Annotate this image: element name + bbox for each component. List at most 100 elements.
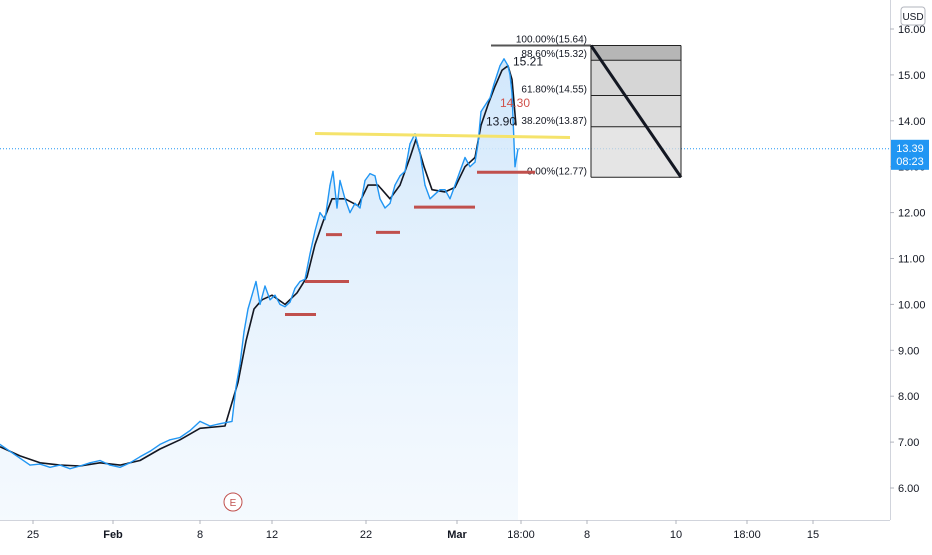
- price-point: [480, 111, 482, 113]
- price-point: [349, 212, 351, 214]
- price-tick-label: 12.00: [898, 208, 926, 220]
- price-point: [304, 278, 306, 280]
- price-point: [509, 74, 511, 76]
- fib-level-label: 38.20%(13.87): [521, 116, 587, 127]
- price-point: [189, 430, 191, 432]
- price-point: [99, 459, 101, 462]
- earnings-marker[interactable]: E: [223, 492, 243, 512]
- price-point: [139, 456, 141, 458]
- price-point: [499, 65, 501, 67]
- price-point: [477, 143, 479, 145]
- price-point: [169, 439, 171, 441]
- annotations: 15.21 14.30 13.90: [486, 54, 543, 128]
- price-point: [324, 218, 326, 221]
- price-point: [59, 464, 61, 466]
- time-tick-label: 8: [197, 529, 203, 541]
- time-tick-label: Mar: [447, 529, 467, 541]
- price-point: [486, 101, 488, 103]
- price-area: [0, 58, 518, 521]
- resistance-line[interactable]: [314, 131, 571, 139]
- price-point: [49, 466, 51, 468]
- price-point: [429, 198, 431, 200]
- time-axis[interactable]: 25 Feb 8 12 22 Mar 18:00 8 10 18:00 15: [27, 520, 819, 541]
- price-point: [279, 303, 281, 305]
- price-point: [319, 212, 321, 214]
- price-point: [354, 202, 356, 204]
- price-point: [507, 65, 509, 67]
- price-point: [19, 457, 21, 459]
- price-point: [239, 363, 241, 365]
- price-point: [493, 83, 495, 85]
- price-point: [464, 156, 466, 159]
- price-point: [409, 143, 411, 145]
- price-point: [69, 468, 71, 470]
- price-point: [329, 184, 331, 186]
- fib-level-label: 0.00%(12.77): [527, 166, 587, 177]
- currency-label: USD: [902, 12, 923, 23]
- price-point: [209, 425, 211, 427]
- price-point: [384, 207, 386, 209]
- price-point: [336, 207, 338, 209]
- currency-badge[interactable]: [900, 6, 926, 26]
- price-point: [289, 301, 291, 303]
- price-point: [299, 280, 301, 283]
- price-tick-label: 6.00: [898, 483, 919, 495]
- series-lines: [0, 58, 519, 470]
- price-tick-label: 11.00: [898, 254, 925, 266]
- price-point: [389, 202, 391, 204]
- price-point: [159, 443, 161, 445]
- fib-level-label: 100.00%(15.64): [516, 35, 587, 46]
- price-tick-label: 9.00: [898, 345, 919, 357]
- price-point: [294, 287, 296, 289]
- price-point: [29, 464, 31, 466]
- price-point: [369, 173, 371, 175]
- price-tick-label: 15.00: [898, 70, 926, 82]
- price-point: [129, 462, 131, 464]
- last-price-value: 13.39: [896, 143, 924, 155]
- price-point: [517, 148, 519, 150]
- price-point: [314, 230, 316, 232]
- price-point: [79, 465, 81, 467]
- price-point: [514, 166, 516, 168]
- time-tick-label: Feb: [103, 529, 123, 541]
- price-point: [474, 161, 476, 163]
- price-point: [496, 74, 498, 76]
- price-point: [247, 308, 249, 310]
- price-point: [235, 386, 237, 388]
- price-point: [364, 179, 366, 182]
- price-point: [399, 175, 401, 177]
- fibonacci-retracement[interactable]: 100.00%(15.64) 88.60%(15.32) 61.80%(14.55)…: [491, 35, 683, 179]
- price-annotation: 14.30: [500, 96, 530, 110]
- price-point: [259, 303, 261, 305]
- price-point: [264, 285, 266, 287]
- price-point: [219, 423, 221, 425]
- fib-zone: [591, 45, 681, 61]
- price-point: [483, 106, 485, 108]
- price-point: [284, 306, 286, 308]
- price-point: [269, 299, 271, 301]
- price-point: [89, 462, 91, 464]
- price-point: [374, 175, 376, 177]
- fib-level-label: 61.80%(14.55): [521, 85, 587, 96]
- price-point: [449, 198, 451, 200]
- price-point: [503, 58, 505, 60]
- price-point: [511, 92, 513, 94]
- price-tick-label: 8.00: [898, 391, 919, 403]
- price-point: [255, 280, 257, 283]
- price-point: [359, 207, 361, 209]
- fib-trend-line[interactable]: [589, 44, 683, 179]
- price-point: [339, 179, 341, 182]
- price-point: [394, 184, 396, 186]
- price-point: [0, 443, 1, 445]
- price-point: [119, 466, 121, 468]
- last-price-badge: 13.39 08:23: [891, 139, 929, 170]
- drawings[interactable]: [285, 131, 571, 316]
- price-tick-label: 10.00: [898, 299, 926, 311]
- price-tick-label: 7.00: [898, 437, 919, 449]
- price-point: [179, 436, 181, 439]
- price-point: [309, 253, 311, 255]
- price-point: [439, 189, 441, 191]
- price-axis[interactable]: 16.0015.0014.0013.0012.0011.0010.009.008…: [890, 24, 926, 495]
- price-point: [434, 193, 436, 195]
